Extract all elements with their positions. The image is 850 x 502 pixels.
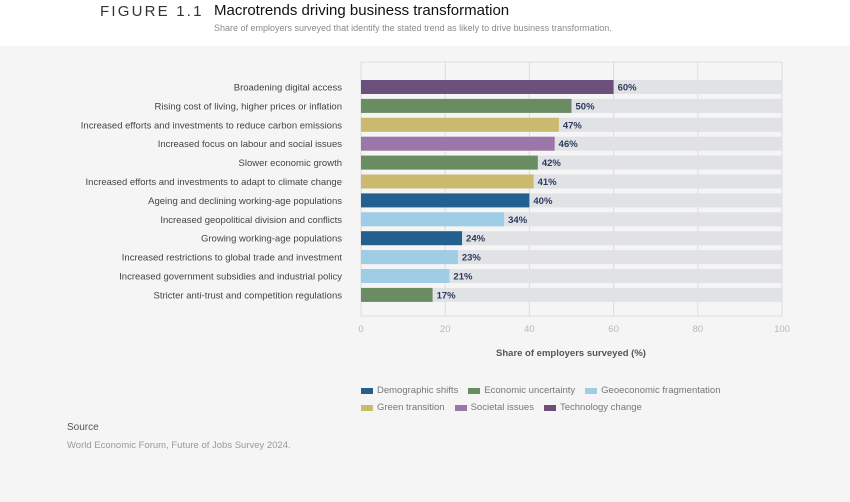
value-label: 17% (437, 290, 457, 301)
value-label: 21% (453, 272, 473, 283)
value-label: 60% (618, 83, 638, 94)
legend-item: Technology change (543, 402, 642, 413)
tick-label: 80 (693, 324, 704, 335)
bar (361, 193, 530, 208)
chart-subtitle: Share of employers surveyed that identif… (214, 23, 612, 33)
tick-label: 100 (774, 324, 790, 335)
bar (361, 250, 458, 265)
legend-swatch (543, 404, 556, 411)
chart-title: Macrotrends driving business transformat… (214, 2, 510, 19)
tick-label: 60 (608, 324, 619, 335)
category-label: Increased restrictions to global trade a… (122, 253, 343, 264)
tick-label: 0 (358, 324, 363, 335)
legend-label: Economic uncertainty (484, 385, 576, 396)
legend-label: Demographic shifts (377, 385, 459, 396)
value-label: 41% (538, 177, 558, 188)
legend-swatch (468, 387, 481, 394)
legend-swatch (361, 387, 373, 394)
legend: Demographic shifts Economic uncertainty Ge… (361, 382, 761, 416)
value-label: 40% (533, 196, 553, 207)
legend-label: Technology change (559, 402, 642, 413)
category-label: Increased efforts and investments to ada… (86, 177, 342, 188)
legend-row: Green transition Societal issues Technolog… (361, 399, 761, 416)
bar (361, 136, 555, 151)
bar (361, 212, 505, 227)
value-label: 23% (462, 253, 482, 264)
value-label: 42% (542, 158, 562, 169)
bar (361, 117, 559, 132)
bar (361, 231, 463, 246)
legend-item: Geoeconomic fragmentation (585, 385, 720, 396)
legend-label: Societal issues (470, 402, 534, 413)
bar-track (361, 269, 782, 283)
source-text: World Economic Forum, Future of Jobs Sur… (67, 440, 291, 451)
source-title: Source (67, 422, 99, 433)
x-axis-ticks: 0 20 40 60 80 100 (358, 324, 790, 335)
bar-track (361, 287, 782, 302)
legend-swatch (454, 404, 467, 411)
category-label: Increased government subsidies and indus… (119, 272, 342, 283)
bar (361, 269, 450, 283)
value-label: 50% (576, 101, 596, 112)
category-label: Stricter anti-trust and competition regu… (153, 290, 342, 301)
bar (361, 80, 614, 94)
value-label: 24% (466, 234, 486, 245)
figure-label: FIGURE 1.1 (100, 3, 204, 20)
x-axis-title: Share of employers surveyed (%) (496, 348, 646, 359)
value-label: 47% (563, 120, 583, 131)
bars (361, 80, 614, 302)
bar (361, 287, 433, 302)
legend-row: Demographic shifts Economic uncertainty Ge… (361, 382, 761, 399)
category-label: Slower economic growth (239, 158, 343, 169)
value-label: 34% (508, 215, 528, 226)
bar (361, 98, 572, 113)
category-labels: Broadening digital access Rising cost of … (81, 83, 343, 302)
legend-item: Economic uncertainty (468, 385, 575, 396)
category-label: Rising cost of living, higher prices or … (155, 101, 342, 112)
legend-swatch (361, 404, 373, 411)
value-labels: 60% 50% 47% 46% 42% 41% 40% 34% 24% 23% 21% 17% (437, 83, 638, 302)
legend-label: Geoeconomic fragmentation (601, 385, 721, 396)
tick-label: 40 (524, 324, 535, 335)
legend-swatch (585, 387, 598, 394)
legend-item: Demographic shifts (361, 385, 458, 396)
category-label: Ageing and declining working-age populat… (148, 196, 342, 207)
legend-label: Green transition (377, 402, 445, 413)
bar-track (361, 250, 782, 265)
bar-tracks (361, 80, 782, 302)
tick-label: 20 (440, 324, 451, 335)
bar-chart: Broadening digital access Rising cost of … (81, 61, 790, 359)
category-label: Broadening digital access (234, 83, 343, 94)
category-label: Growing working-age populations (201, 234, 342, 245)
category-label: Increased efforts and investments to red… (81, 120, 342, 131)
category-label: Increased focus on labour and social iss… (158, 139, 343, 150)
value-label: 46% (559, 139, 579, 150)
bar (361, 155, 538, 170)
bar (361, 174, 534, 189)
legend-item: Societal issues (454, 402, 534, 413)
legend-item: Green transition (361, 402, 445, 413)
category-label: Increased geopolitical division and conf… (160, 215, 342, 226)
bar-track (361, 231, 782, 246)
figure-header: FIGURE 1.1 Macrotrends driving business … (0, 0, 850, 46)
